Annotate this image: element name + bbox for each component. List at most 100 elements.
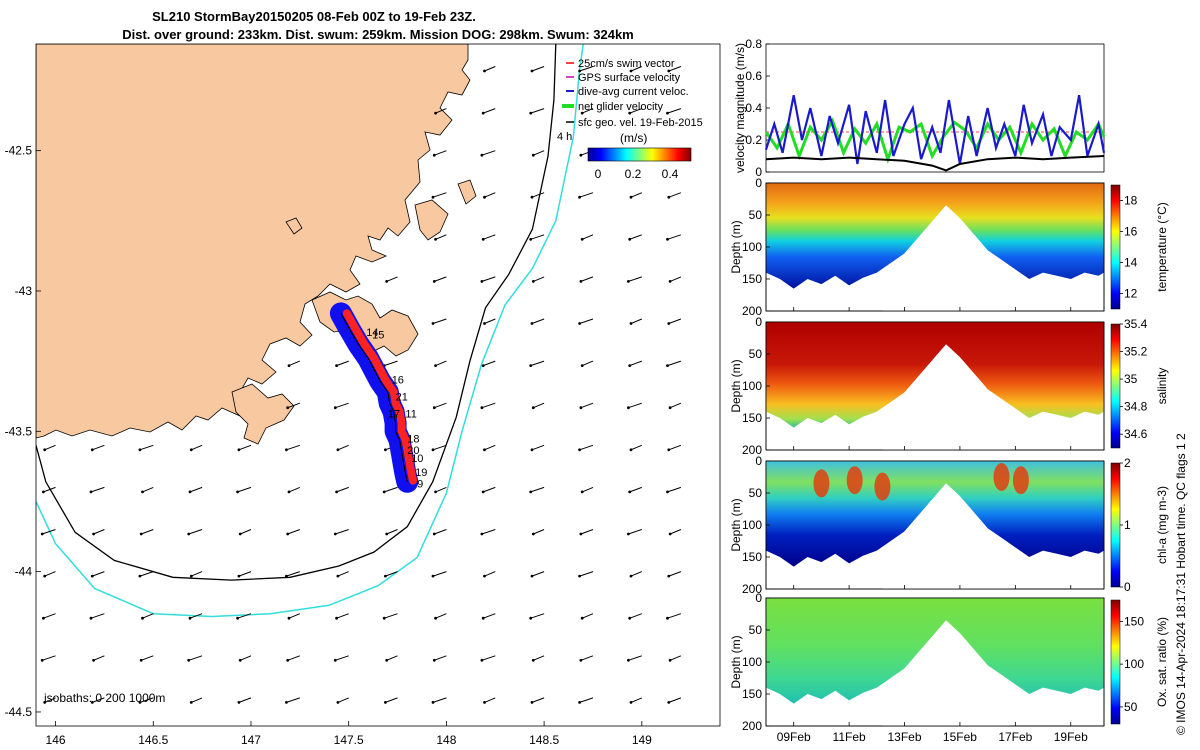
vector-arrow-head (529, 111, 533, 115)
profile-ytick-label: 150 (742, 550, 762, 564)
vector-arrow-head (480, 280, 484, 283)
vector-arrow-head (530, 69, 534, 73)
vector-arrow-head (384, 448, 387, 452)
colorbar-tick-label: 34.8 (1124, 400, 1148, 414)
vector-arrow (630, 444, 642, 451)
legend-swim: 25cm/s swim vector (578, 58, 675, 70)
chla-patches (813, 463, 1029, 501)
vector-arrow-head (238, 532, 242, 536)
map-ytick-label: -44 (15, 565, 33, 579)
profile-ytick-label: 100 (742, 518, 762, 532)
map-xtick-label: 146 (46, 733, 66, 747)
vector-arrow (432, 697, 447, 703)
day-label: 15 (372, 330, 384, 342)
profile-ytick-label: 0 (755, 454, 762, 468)
vector-arrow-head (529, 490, 533, 494)
vector-arrow (335, 402, 349, 409)
day-label: 18 (407, 434, 419, 446)
vector-arrow-head (667, 322, 671, 325)
vector-arrow-head (578, 69, 581, 73)
vector-arrow-head (141, 490, 144, 494)
vector-arrow-head (43, 574, 47, 578)
vector-arrow-head (43, 448, 47, 452)
time-tick-label: 11Feb (833, 730, 866, 744)
vector-arrow-head (92, 658, 95, 662)
vector-arrow (237, 486, 252, 493)
vector-arrow (189, 486, 203, 493)
vector-arrow (337, 444, 349, 451)
vector-arrow-head (580, 237, 584, 241)
vector-arrow-head (138, 701, 142, 704)
vector-arrow-head (286, 406, 290, 410)
vector-arrow (579, 444, 594, 451)
vector-arrow (432, 444, 447, 451)
profile-oxygen: 0 50 100 150 200 Depth (m) 50 100 150 Ox. sat. ra… (729, 591, 1169, 733)
vector-arrow-head (578, 701, 581, 704)
vector-arrow-head (531, 658, 535, 662)
land-island-north (457, 179, 477, 205)
colorbar-tick-label: 50 (1124, 700, 1138, 714)
vector-arrow (669, 402, 682, 409)
vector-arrow (288, 360, 300, 367)
vector-arrow (531, 192, 545, 198)
vector-arrow-head (578, 574, 581, 578)
velocity-ytick-label: 0 (755, 165, 762, 179)
vector-arrow (582, 360, 594, 367)
vector-arrow (42, 529, 56, 535)
colorbar-label: salinity (1155, 368, 1169, 405)
vector-arrow (668, 318, 682, 324)
vector-arrow (435, 486, 447, 493)
vector-arrow-head (333, 406, 337, 410)
profile-colorbar (1110, 599, 1121, 725)
vector-arrow-head (629, 195, 633, 199)
vector-arrow (139, 697, 154, 703)
vector-arrow (582, 486, 594, 493)
vector-arrow (481, 655, 496, 661)
profile-ytick-label: 0 (755, 315, 762, 329)
day-label: 10 (411, 453, 423, 465)
vector-arrow-head (627, 406, 630, 410)
vector-arrow-head (628, 490, 632, 494)
vector-arrow-head (237, 701, 241, 704)
vector-arrow (336, 613, 349, 619)
vector-arrow-head (188, 616, 192, 620)
vector-arrow-head (629, 701, 633, 704)
day-label: 9 (417, 478, 423, 490)
time-tick-label: 09Feb (777, 730, 811, 744)
colorbar-unit: (m/s) (620, 131, 647, 145)
colorbar-tick-label: 150 (1124, 614, 1144, 628)
map-ytick-label: -44.5 (5, 705, 33, 719)
vector-arrow-head (40, 658, 44, 662)
profile-ytick-label: 50 (749, 623, 763, 637)
profile-ytick-label: 100 (742, 240, 762, 254)
vector-arrow-head (335, 616, 338, 620)
vector-arrow-head (286, 532, 290, 536)
vector-arrow-head (666, 237, 669, 241)
vector-arrow-head (385, 658, 389, 662)
profile-temperature: 0 50 100 150 200 Depth (m) 12 14 16 18 temperature… (729, 176, 1169, 318)
map-xtick-label: 149 (632, 733, 652, 747)
vector-arrow-head (285, 574, 288, 578)
glider-track-swim (342, 309, 418, 486)
colorbar-tick-label: 2 (1124, 456, 1131, 470)
vector-arrow (93, 529, 105, 535)
vector-arrow (286, 571, 300, 577)
map-ytick-label: -43.5 (5, 424, 33, 438)
vector-arrow (384, 360, 398, 367)
profile-ytick-label: 150 (742, 272, 762, 286)
vector-arrow (337, 571, 349, 577)
vector-arrow-head (666, 616, 669, 620)
vector-arrow-head (483, 448, 486, 452)
profile-ytick-label: 0 (755, 176, 762, 190)
vector-arrow-head (629, 574, 633, 578)
vector-arrow (188, 655, 203, 661)
vector-arrow-head (629, 322, 633, 325)
vector-arrow (667, 108, 682, 114)
vector-arrow (582, 234, 594, 240)
vector-arrow (628, 529, 642, 535)
vector-arrow (530, 360, 545, 367)
colorbar-tick-label: 1 (1124, 518, 1131, 532)
vector-arrow (668, 192, 682, 198)
